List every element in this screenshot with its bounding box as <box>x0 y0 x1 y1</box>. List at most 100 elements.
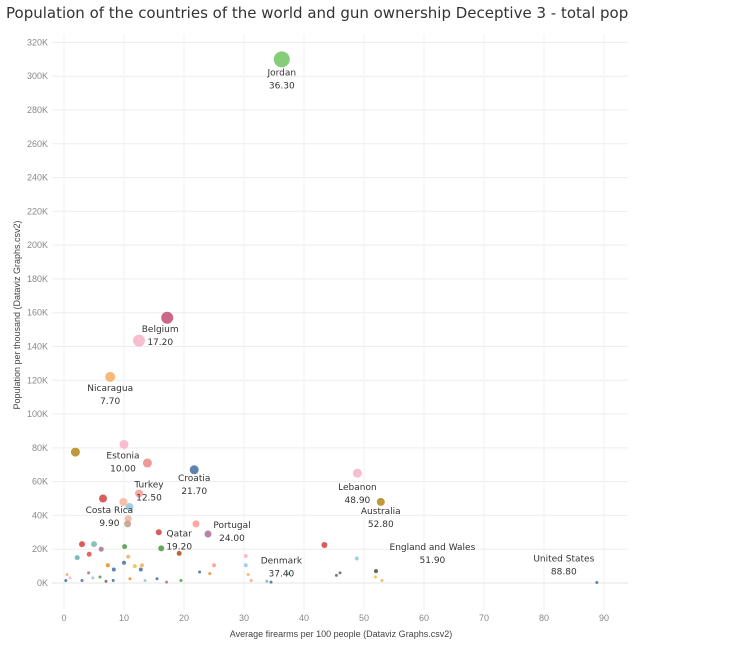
data-point <box>176 550 182 556</box>
y-axis-ticks: 0K 20K 40K 60K 80K 100K 120K 140K 160K 180K 200K 22… <box>27 37 48 588</box>
data-point <box>142 458 152 468</box>
data-point <box>87 571 91 575</box>
data-point <box>105 371 116 382</box>
data-point <box>249 578 253 582</box>
data-point <box>135 489 143 498</box>
point-value-label: 12.50 <box>136 493 162 503</box>
point-label: United States <box>533 554 594 564</box>
y-tick-label: 0K <box>37 578 48 588</box>
point-value-label: 51.90 <box>420 556 446 566</box>
data-point <box>321 541 328 548</box>
x-tick-label: 20 <box>179 613 189 623</box>
data-point <box>68 576 72 580</box>
data-point <box>124 515 132 523</box>
data-point <box>70 447 80 457</box>
point-value-label: 21.70 <box>181 487 207 497</box>
data-point <box>204 530 212 538</box>
data-point <box>74 555 80 561</box>
data-point <box>198 570 202 574</box>
data-point <box>128 577 132 581</box>
point-label: Australia <box>361 507 401 517</box>
point-label: Croatia <box>178 474 210 484</box>
x-tick-label: 30 <box>239 613 249 623</box>
x-tick-label: 90 <box>599 613 609 623</box>
data-point <box>338 571 342 575</box>
data-point <box>286 572 290 576</box>
data-point <box>111 567 116 572</box>
data-point <box>376 497 385 506</box>
point-label: Qatar <box>167 529 193 539</box>
data-point <box>246 573 250 577</box>
point-label: England and Wales <box>390 543 476 553</box>
data-point <box>91 576 95 580</box>
point-value-label: 7.70 <box>100 397 120 407</box>
data-point <box>133 334 145 347</box>
point-label: Portugal <box>213 521 250 531</box>
data-point <box>140 563 144 568</box>
point-label: Estonia <box>106 451 139 461</box>
point-label: Turkey <box>133 480 164 490</box>
data-point <box>104 579 108 583</box>
data-point <box>352 468 362 478</box>
point-value-label: 19.20 <box>166 542 192 552</box>
point-label: Denmark <box>261 557 303 567</box>
point-value-label: 36.30 <box>269 81 295 91</box>
data-labels: Jordan 36.30 Belgium 17.20 Nicaragua 7.70 Esto… <box>86 68 595 579</box>
data-point <box>80 578 84 582</box>
x-tick-label: 40 <box>299 613 309 623</box>
data-point <box>98 575 102 579</box>
data-point <box>273 51 290 68</box>
data-point <box>380 578 384 582</box>
data-point <box>243 553 248 558</box>
point-label: Costa Rica <box>86 506 134 516</box>
y-tick-label: 60K <box>32 477 48 487</box>
data-point <box>124 520 132 528</box>
data-point <box>65 573 69 577</box>
data-point <box>86 551 92 557</box>
data-point <box>119 497 128 506</box>
point-value-label: 10.00 <box>110 464 136 474</box>
y-tick-label: 260K <box>27 139 48 149</box>
x-axis-title: Average firearms per 100 people (Dataviz… <box>230 629 452 639</box>
y-tick-label: 220K <box>27 206 48 216</box>
y-tick-label: 160K <box>27 308 48 318</box>
data-point <box>119 439 129 449</box>
x-tick-label: 50 <box>359 613 369 623</box>
data-point <box>91 541 97 548</box>
x-tick-label: 10 <box>119 613 129 623</box>
grid-lines <box>52 34 628 610</box>
point-value-label: 17.20 <box>147 338 173 348</box>
data-point <box>354 556 359 561</box>
point-value-label: 37.40 <box>269 570 295 580</box>
data-point <box>122 544 128 550</box>
data-point <box>64 578 68 582</box>
y-axis-title: Population per thousand (Dataviz Graphs.… <box>12 220 22 409</box>
data-point <box>138 567 143 572</box>
data-point <box>208 572 212 576</box>
data-point <box>189 465 199 475</box>
data-point <box>269 580 273 584</box>
data-point <box>122 560 126 565</box>
data-point <box>155 529 162 536</box>
data-point <box>132 564 137 569</box>
y-tick-label: 320K <box>27 37 48 47</box>
y-tick-label: 180K <box>27 274 48 284</box>
point-label: Lebanon <box>338 483 377 493</box>
data-point <box>192 520 200 528</box>
data-points <box>64 51 599 584</box>
x-tick-label: 80 <box>539 613 549 623</box>
data-point <box>373 575 377 579</box>
data-point <box>155 577 159 581</box>
point-value-label: 52.80 <box>368 520 394 530</box>
point-label: Nicaragua <box>87 384 133 394</box>
point-value-label: 9.90 <box>99 519 119 529</box>
data-point <box>165 580 169 584</box>
y-tick-label: 140K <box>27 341 48 351</box>
x-axis-ticks: 0 10 20 30 40 50 60 70 80 90 <box>61 613 609 623</box>
point-value-label: 24.00 <box>219 534 245 544</box>
data-point <box>126 554 131 559</box>
data-point <box>334 573 338 577</box>
data-point <box>99 494 107 503</box>
data-point <box>161 311 174 324</box>
